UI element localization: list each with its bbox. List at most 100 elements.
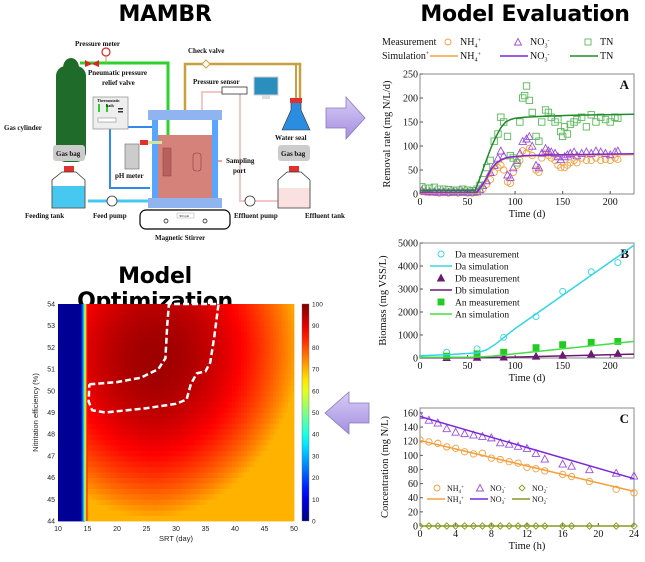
- heatmap-cell: [264, 488, 268, 495]
- heatmap-cell: [276, 374, 280, 381]
- heatmap-cell: [90, 472, 94, 478]
- heatmap-cell: [178, 439, 183, 446]
- heatmap-cell: [128, 428, 133, 435]
- heatmap-cell: [226, 374, 230, 381]
- heatmap-cell: [229, 369, 233, 375]
- heatmap-cell: [134, 417, 139, 424]
- heatmap-cell: [226, 417, 230, 424]
- heatmap-cell: [155, 407, 159, 413]
- heatmap-cell: [99, 488, 103, 495]
- heatmap-cell: [72, 396, 77, 403]
- heatmap-cell: [285, 401, 289, 408]
- sampling-port-label-2: port: [233, 167, 247, 175]
- heatmap-cell: [58, 407, 62, 413]
- heatmap-cell: [93, 504, 97, 511]
- y-tick-label: 0: [413, 190, 418, 201]
- heatmap-cell: [211, 325, 215, 332]
- heatmap-cell: [128, 488, 133, 495]
- heatmap-cell: [140, 352, 144, 359]
- heatmap-cell: [117, 304, 121, 310]
- heatmap-cell: [288, 493, 292, 500]
- heatmap-cell: [69, 472, 74, 478]
- heatmap-cell: [111, 320, 115, 327]
- heatmap-cell: [119, 309, 124, 316]
- heatmap-cell: [105, 455, 109, 462]
- heatmap-cell: [214, 472, 218, 478]
- heatmap-cell: [214, 450, 218, 457]
- heatmap-cell: [152, 477, 156, 484]
- heatmap-cell: [72, 331, 77, 337]
- effluent-pump-icon: [244, 195, 256, 207]
- heatmap-cell: [99, 407, 103, 413]
- heatmap-cell: [187, 439, 192, 446]
- heatmap-cell: [246, 461, 251, 468]
- heatmap-cell: [255, 515, 259, 522]
- heatmap-cell: [72, 461, 77, 468]
- heatmap-cell: [119, 455, 124, 462]
- heatmap-cell: [66, 385, 71, 392]
- heatmap-cell: [232, 439, 236, 446]
- heatmap-cell: [58, 390, 62, 397]
- heatmap-cell: [149, 347, 153, 354]
- heatmap-cell: [282, 417, 286, 424]
- heatmap-cell: [96, 445, 100, 451]
- heatmap-cell: [170, 390, 174, 397]
- heatmap-cell: [252, 455, 257, 462]
- heatmap-cell: [173, 374, 177, 381]
- heatmap-cell: [181, 390, 186, 397]
- heatmap-cell: [232, 472, 236, 478]
- heatmap-cell: [240, 504, 245, 511]
- heatmap-cell: [60, 390, 65, 397]
- heatmap-cell: [173, 412, 177, 419]
- heatmap-cell: [137, 483, 141, 489]
- heatmap-cell: [117, 493, 121, 500]
- heatmap-cell: [90, 396, 94, 403]
- heatmap-cell: [125, 499, 130, 506]
- heatmap-cell: [146, 347, 150, 354]
- heatmap-cell: [279, 510, 283, 516]
- heatmap-cell: [199, 347, 203, 354]
- heatmap-cell: [258, 401, 262, 408]
- heatmap-cell: [93, 358, 97, 365]
- heatmap-cell: [78, 417, 82, 424]
- heatmap-cell: [117, 472, 121, 478]
- x-tick-label: 100: [508, 197, 523, 208]
- heatmap-cell: [217, 515, 221, 522]
- data-point: [451, 427, 461, 436]
- heatmap-cell: [161, 472, 165, 478]
- heatmap-cell: [161, 369, 165, 375]
- heatmap-cell: [158, 477, 162, 484]
- magnetic-stirrer: [139, 209, 231, 230]
- heatmap-cell: [211, 320, 215, 327]
- heatmap-cell: [170, 466, 174, 473]
- heatmap-cell: [134, 358, 139, 365]
- heatmap-cell: [69, 347, 74, 354]
- heatmap-cell: [69, 483, 74, 489]
- heatmap-cell: [146, 439, 150, 446]
- heatmap-cell: [58, 401, 62, 408]
- heatmap-cell: [285, 434, 289, 441]
- heatmap-cell: [237, 309, 242, 316]
- heatmap-cell: [146, 483, 150, 489]
- heatmap-cell: [114, 455, 118, 462]
- heatmap-cell: [193, 423, 198, 430]
- heatmap-cell: [202, 461, 206, 468]
- heatmap-cell: [246, 401, 251, 408]
- x-tick-label: 100: [508, 361, 523, 372]
- heatmap-cell: [105, 390, 109, 397]
- heatmap-cell: [214, 428, 218, 435]
- heatmap-cell: [105, 412, 109, 419]
- heatmap-cell: [211, 358, 215, 365]
- heatmap-cell: [63, 352, 68, 359]
- heatmap-cell: [205, 493, 209, 500]
- heatmap-cell: [158, 401, 162, 408]
- heatmap-cell: [214, 461, 218, 468]
- heatmap-cell: [72, 390, 77, 397]
- heatmap-cell: [267, 347, 271, 354]
- heatmap-cell: [187, 466, 192, 473]
- heatmap-cell: [199, 352, 203, 359]
- heatmap-cell: [149, 309, 153, 316]
- heatmap-cell: [149, 417, 153, 424]
- heatmap-cell: [167, 320, 171, 327]
- gas-cylinder: [56, 58, 86, 162]
